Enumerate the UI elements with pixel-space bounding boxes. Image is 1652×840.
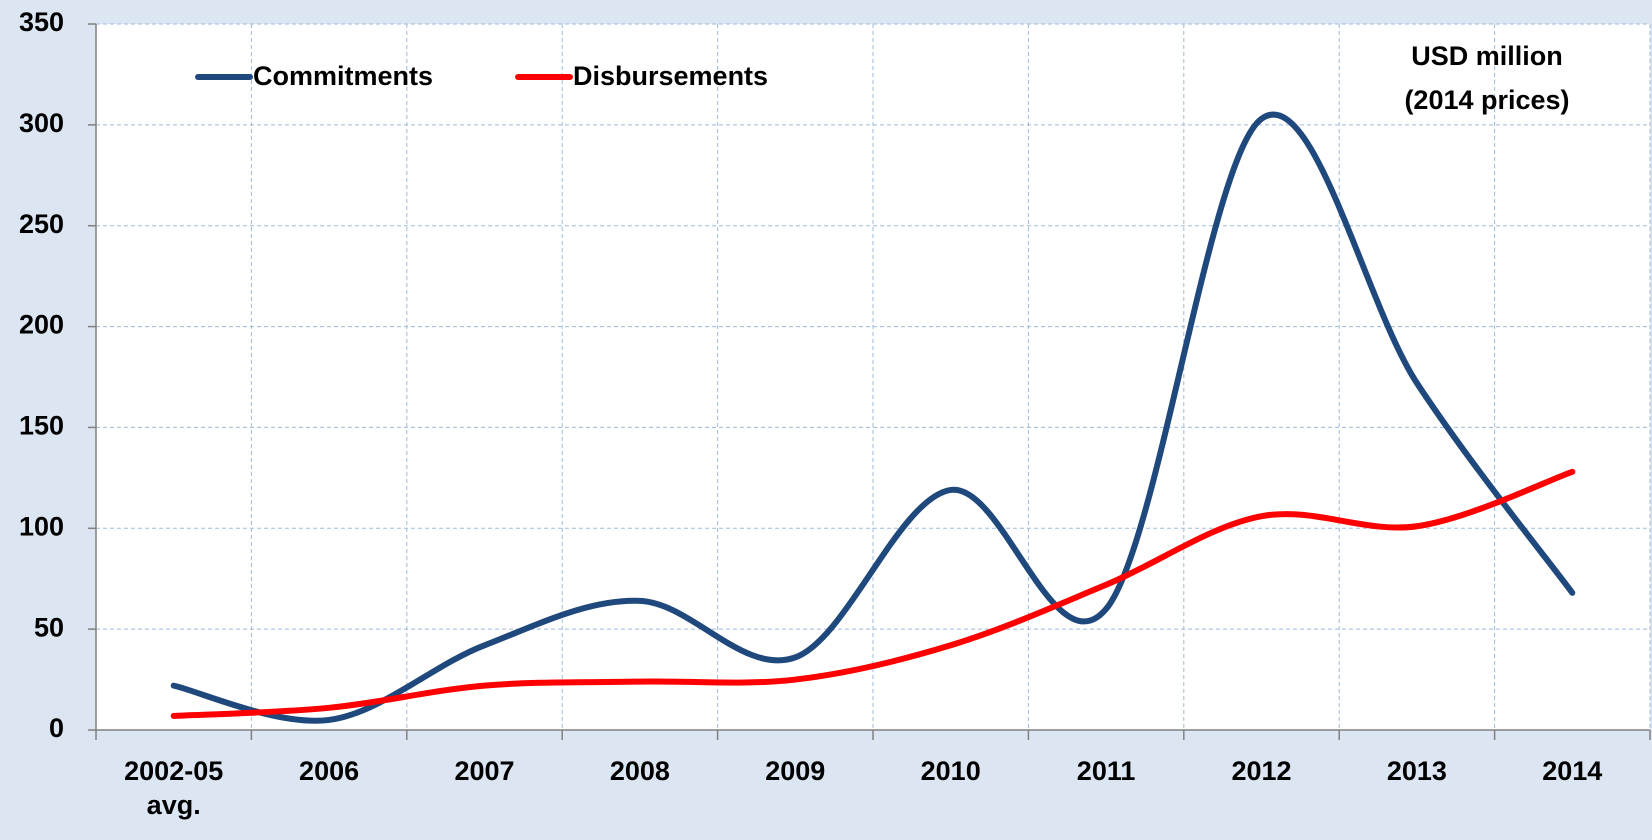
y-tick-label: 350	[19, 7, 64, 37]
legend-label: Commitments	[253, 61, 433, 91]
annotation: (2014 prices)	[1404, 85, 1570, 115]
x-tick-label: 2007	[454, 756, 515, 786]
y-tick-label: 300	[19, 108, 64, 138]
legend-label: Disbursements	[573, 61, 768, 91]
y-tick-label: 200	[19, 310, 64, 340]
y-tick-label: 0	[49, 713, 64, 743]
x-tick-label: 2013	[1386, 756, 1447, 786]
x-tick-label: 2014	[1542, 756, 1603, 786]
y-tick-label: 250	[19, 209, 64, 239]
y-tick-label: 50	[34, 612, 64, 642]
annotation: USD million	[1411, 41, 1563, 71]
x-tick-label: 2008	[609, 756, 670, 786]
y-tick-label: 100	[19, 511, 64, 541]
series-line	[170, 468, 1576, 719]
x-tick-label: 2012	[1231, 756, 1292, 786]
y-tick-label: 150	[19, 411, 64, 441]
x-tick-label: 2009	[765, 756, 826, 786]
series-line	[170, 111, 1576, 724]
x-tick-label: 2011	[1076, 756, 1136, 786]
x-tick-label: 2006	[299, 756, 360, 786]
x-tick-label: 2002-05 avg.	[124, 756, 224, 820]
x-tick-label: 2010	[920, 756, 981, 786]
